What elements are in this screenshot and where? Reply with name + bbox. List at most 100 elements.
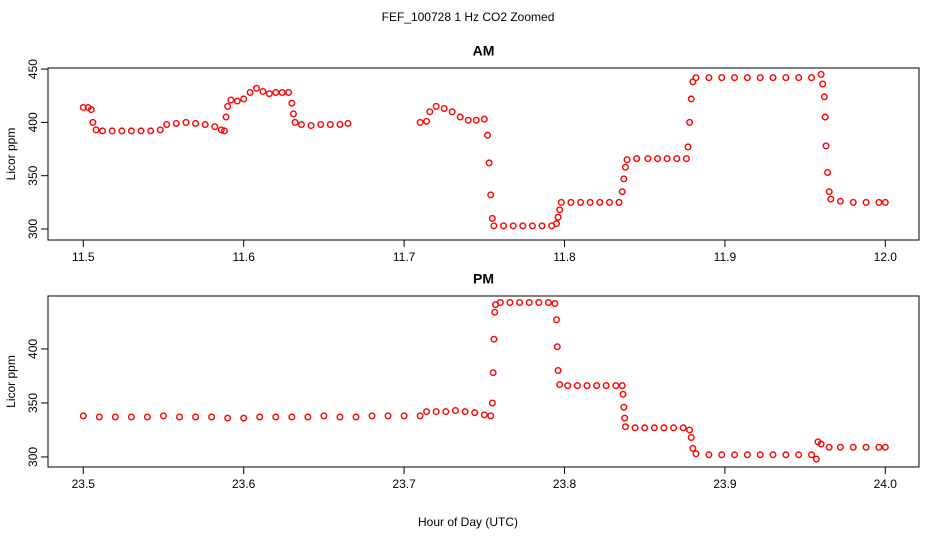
point <box>278 89 286 97</box>
point <box>782 74 790 82</box>
point <box>489 369 497 377</box>
point <box>528 222 536 230</box>
point <box>485 159 493 167</box>
point <box>621 163 629 171</box>
point <box>556 381 564 389</box>
point <box>490 222 498 230</box>
x-tick-label: 11.8 <box>553 250 576 264</box>
point <box>684 143 692 151</box>
point <box>875 443 883 451</box>
point <box>619 390 627 398</box>
point <box>731 74 739 82</box>
point <box>795 451 803 459</box>
point <box>557 198 565 206</box>
point <box>484 131 492 139</box>
point <box>849 198 857 206</box>
y-axis-label: Licor ppm <box>4 128 18 181</box>
point <box>825 188 833 196</box>
point <box>256 413 264 421</box>
point <box>682 155 690 163</box>
point <box>769 74 777 82</box>
point <box>836 197 844 205</box>
point <box>400 412 408 420</box>
point <box>670 424 678 432</box>
point <box>644 155 652 163</box>
x-tick-label: 24.0 <box>874 477 898 491</box>
point <box>756 74 764 82</box>
point <box>163 121 171 129</box>
point <box>633 155 641 163</box>
point <box>586 198 594 206</box>
point <box>500 222 508 230</box>
point <box>519 222 527 230</box>
point <box>618 188 626 196</box>
point <box>224 414 232 422</box>
point <box>756 451 764 459</box>
point <box>554 213 562 221</box>
point <box>208 413 216 421</box>
point <box>426 108 434 116</box>
x-tick-label: 11.6 <box>232 250 255 264</box>
point <box>593 382 601 390</box>
point <box>451 407 459 415</box>
point <box>326 121 334 129</box>
point <box>488 214 496 222</box>
point <box>99 127 107 135</box>
point <box>211 123 219 131</box>
point <box>192 413 200 421</box>
point <box>881 198 889 206</box>
point <box>344 119 352 127</box>
point <box>87 106 95 114</box>
point <box>265 90 273 98</box>
point <box>875 198 883 206</box>
point <box>137 127 145 135</box>
point <box>487 191 495 199</box>
point <box>881 443 889 451</box>
point <box>743 74 751 82</box>
point <box>491 308 499 316</box>
point <box>192 119 200 127</box>
point <box>289 110 297 118</box>
point <box>432 102 440 110</box>
point <box>544 298 552 306</box>
point <box>317 121 325 129</box>
y-axis-label: Licor ppm <box>4 355 18 408</box>
point <box>297 121 305 129</box>
point <box>79 103 87 111</box>
point <box>567 198 575 206</box>
x-tick-label: 23.7 <box>392 477 416 491</box>
point <box>217 126 225 134</box>
x-tick-label: 23.5 <box>72 477 96 491</box>
point <box>440 105 448 113</box>
point <box>496 298 504 306</box>
point <box>471 409 479 417</box>
x-tick-label: 23.8 <box>553 477 577 491</box>
point <box>111 413 119 421</box>
point <box>808 451 816 459</box>
point <box>687 95 695 103</box>
panel-title: PM <box>473 271 494 287</box>
point <box>416 118 424 126</box>
point <box>782 451 790 459</box>
point <box>862 198 870 206</box>
point <box>291 118 299 126</box>
point <box>535 298 543 306</box>
point <box>743 451 751 459</box>
point <box>525 298 533 306</box>
point <box>222 113 230 121</box>
point <box>825 443 833 451</box>
point <box>836 443 844 451</box>
point <box>577 198 585 206</box>
point <box>127 127 135 135</box>
point <box>368 412 376 420</box>
point <box>612 382 620 390</box>
point <box>201 121 209 129</box>
point <box>620 175 628 183</box>
point <box>461 408 469 416</box>
point <box>551 300 559 308</box>
point <box>456 113 464 121</box>
point <box>259 87 267 95</box>
point <box>472 116 480 124</box>
point <box>480 115 488 123</box>
